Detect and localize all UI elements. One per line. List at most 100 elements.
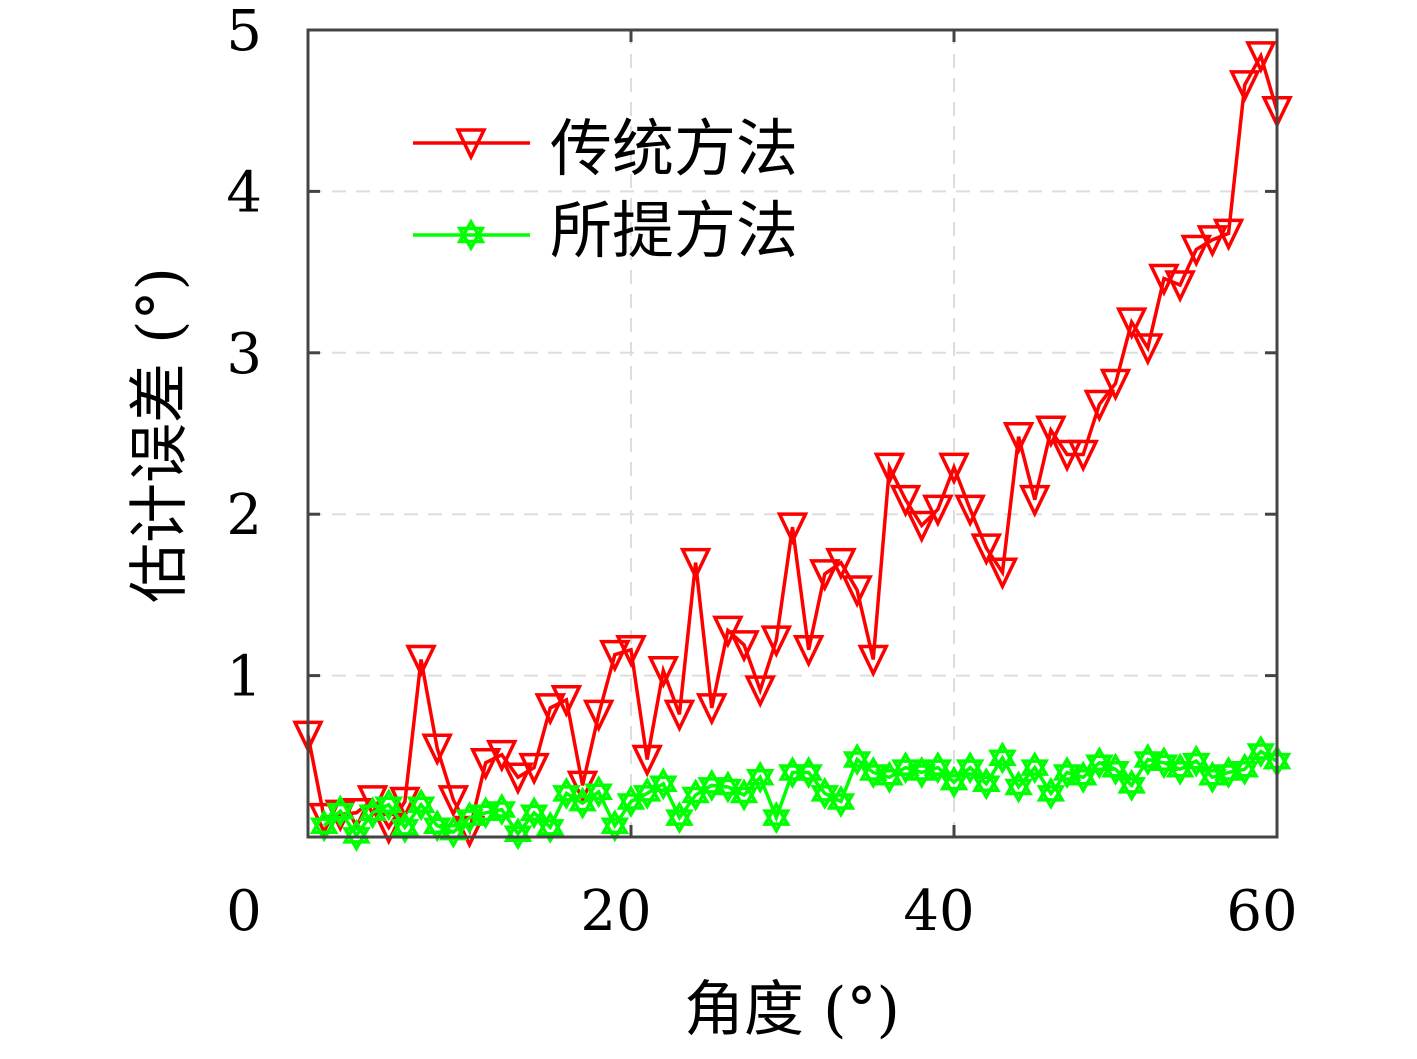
data-point-proposed-inner: [697, 777, 727, 802]
data-point-proposed: [406, 788, 436, 813]
data-point-proposed-inner: [535, 819, 565, 844]
data-point-proposed: [988, 741, 1017, 767]
data-point-proposed-inner: [1020, 759, 1050, 785]
data-point-traditional: [405, 644, 437, 678]
data-point-traditional: [1018, 484, 1051, 518]
x-tick-label: 20: [580, 879, 651, 944]
data-point-proposed-inner: [326, 802, 355, 828]
data-point-proposed-inner: [988, 749, 1017, 775]
data-point-proposed-inner: [842, 751, 872, 777]
data-point-traditional: [469, 748, 502, 781]
x-tick-label: 40: [903, 879, 974, 944]
data-point-proposed-inner: [939, 773, 969, 799]
data-point-proposed: [1004, 770, 1033, 796]
data-point-traditional: [986, 557, 1019, 591]
legend-entry-traditional: 传统方法: [413, 112, 798, 185]
data-point-proposed: [1246, 734, 1276, 760]
data-point-proposed-inner: [309, 817, 339, 843]
data-point-traditional: [1132, 333, 1164, 366]
data-point-proposed-inner: [487, 801, 517, 827]
data-point-proposed-inner: [858, 764, 888, 789]
data-point-traditional: [1067, 439, 1099, 473]
data-point-traditional: [938, 452, 970, 486]
ticks: 0 20 40 60 1 2 3 4 5: [226, 0, 1297, 944]
data-point-proposed: [1101, 752, 1130, 778]
data-point-traditional: [695, 693, 728, 726]
data-point-traditional: [954, 494, 986, 528]
data-point-traditional: [922, 494, 954, 528]
x-tick-label: 60: [1226, 879, 1297, 944]
data-point-proposed-inner: [1101, 760, 1130, 786]
x-axis-label: 角度 (°): [684, 975, 900, 1045]
data-point-traditional: [679, 547, 712, 581]
data-point-proposed: [600, 809, 630, 834]
legend-label-proposed: 所提方法: [550, 194, 798, 267]
data-point-proposed: [326, 794, 355, 820]
data-point-traditional: [841, 575, 873, 609]
data-point-traditional: [970, 533, 1003, 567]
data-point-traditional: [1228, 70, 1261, 103]
data-point-proposed: [923, 751, 953, 776]
data-point-proposed: [1198, 760, 1227, 786]
data-point-proposed-inner: [665, 809, 694, 835]
data-point-proposed: [729, 778, 759, 804]
data-point-proposed-inner: [374, 796, 404, 822]
data-point-proposed-inner: [406, 796, 436, 822]
data-point-proposed: [939, 765, 969, 791]
data-point-traditional: [1164, 270, 1196, 304]
data-point-traditional: [1115, 307, 1148, 341]
data-point-proposed: [374, 788, 404, 813]
data-point-proposed: [584, 775, 613, 801]
data-point-proposed-inner: [390, 819, 420, 844]
data-point-proposed-inner: [1036, 785, 1066, 810]
y-axis-label: 估计误差 (°): [125, 267, 195, 603]
data-point-traditional: [534, 693, 567, 726]
data-point-proposed-inner: [794, 764, 823, 789]
data-point-proposed-inner: [729, 786, 759, 812]
data-point-traditional: [728, 630, 760, 663]
data-point-proposed: [842, 743, 872, 768]
data-point-traditional: [1083, 389, 1116, 423]
data-point-traditional: [809, 559, 841, 592]
data-point-proposed: [745, 760, 775, 786]
data-point-traditional: [599, 639, 631, 673]
data-point-traditional: [760, 625, 793, 659]
data-point-proposed-inner: [875, 769, 904, 794]
data-point-proposed: [503, 817, 533, 843]
data-point-proposed: [1085, 746, 1114, 772]
axes-box: [306, 28, 1279, 839]
data-point-proposed: [439, 815, 468, 841]
data-point-proposed-inner: [681, 786, 710, 812]
data-point-traditional: [421, 733, 453, 767]
data-point-proposed-inner: [891, 759, 920, 785]
y-tick-label: 3: [226, 322, 262, 387]
data-point-proposed-inner: [519, 804, 549, 830]
data-point-proposed: [955, 751, 985, 776]
data-point-proposed: [535, 810, 565, 836]
data-point-proposed: [713, 770, 743, 796]
data-point-proposed-inner: [342, 827, 371, 852]
data-point-traditional: [825, 547, 857, 581]
data-point-proposed: [649, 767, 678, 792]
data-point-proposed: [762, 801, 791, 826]
legend-marker-traditional: [455, 128, 487, 162]
data-point-proposed-inner: [1133, 751, 1163, 777]
data-point-proposed-inner: [1004, 778, 1033, 804]
data-point-traditional: [437, 785, 470, 818]
data-point-proposed: [455, 801, 484, 826]
legend-marker-proposed-inner: [456, 226, 486, 252]
data-point-proposed: [390, 810, 420, 836]
y-tick-label: 4: [226, 160, 262, 225]
x-tick-label: 0: [226, 879, 262, 944]
data-point-traditional: [889, 484, 922, 518]
data-point-proposed-inner: [923, 759, 953, 785]
data-point-proposed: [342, 818, 371, 844]
data-point-proposed-inner: [600, 817, 630, 843]
data-point-proposed: [552, 776, 581, 802]
data-point-proposed-inner: [1165, 760, 1195, 786]
data-point-proposed: [665, 801, 694, 826]
data-point-proposed: [794, 755, 823, 781]
series-layer: [292, 41, 1293, 852]
data-point-proposed: [309, 809, 339, 834]
y-tick-label: 5: [226, 0, 262, 64]
